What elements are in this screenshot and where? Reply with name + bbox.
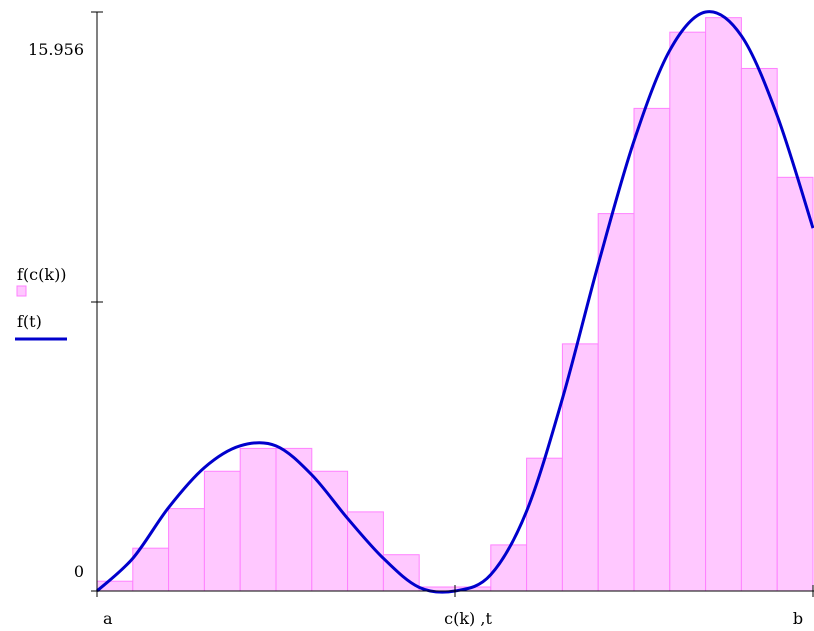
legend-swatch-bars	[16, 285, 27, 297]
bar	[633, 107, 671, 592]
bar	[203, 470, 241, 592]
series-line-f-t	[95, 10, 814, 594]
bar	[597, 213, 635, 592]
bar	[526, 457, 563, 592]
bars-layer	[96, 17, 814, 592]
bar	[239, 447, 277, 592]
bar	[168, 508, 205, 592]
bar	[561, 343, 599, 592]
bar	[132, 547, 170, 592]
legend-label-bars: f(c(k))	[17, 265, 67, 284]
y-tick-label-max: 15.956	[28, 40, 84, 59]
bar	[740, 67, 778, 592]
curve-layer	[95, 10, 814, 594]
x-label-end: b	[793, 609, 803, 628]
legend: f(c(k)) f(t)	[15, 265, 67, 341]
legend-label-line: f(t)	[17, 312, 42, 331]
bar	[705, 17, 742, 592]
x-label-start: a	[103, 609, 113, 628]
bar	[311, 470, 349, 592]
bar	[669, 31, 707, 592]
axes-layer	[91, 11, 814, 597]
bar	[776, 176, 814, 592]
x-axis-label: c(k) ,t	[444, 609, 492, 628]
y-tick-label-zero: 0	[74, 562, 84, 581]
